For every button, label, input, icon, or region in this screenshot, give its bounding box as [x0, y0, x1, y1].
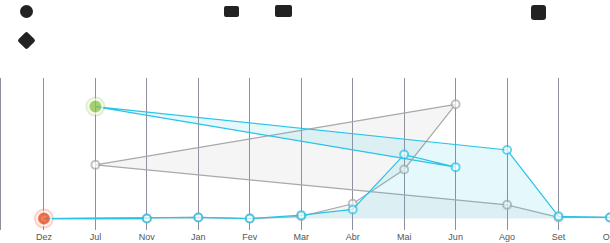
- svg-text:Set: Set: [552, 232, 566, 242]
- svg-text:Fev: Fev: [242, 232, 258, 242]
- svg-text:Mai: Mai: [397, 232, 412, 242]
- svg-text:Nov: Nov: [139, 232, 156, 242]
- svg-text:Mar: Mar: [294, 232, 310, 242]
- svg-text:Dez: Dez: [36, 232, 53, 242]
- svg-text:Jan: Jan: [191, 232, 206, 242]
- svg-text:Abr: Abr: [346, 232, 360, 242]
- svg-text:Jul: Jul: [90, 232, 102, 242]
- svg-text:Out: Out: [603, 232, 610, 242]
- svg-text:Jun: Jun: [448, 232, 463, 242]
- svg-text:Ago: Ago: [499, 232, 515, 242]
